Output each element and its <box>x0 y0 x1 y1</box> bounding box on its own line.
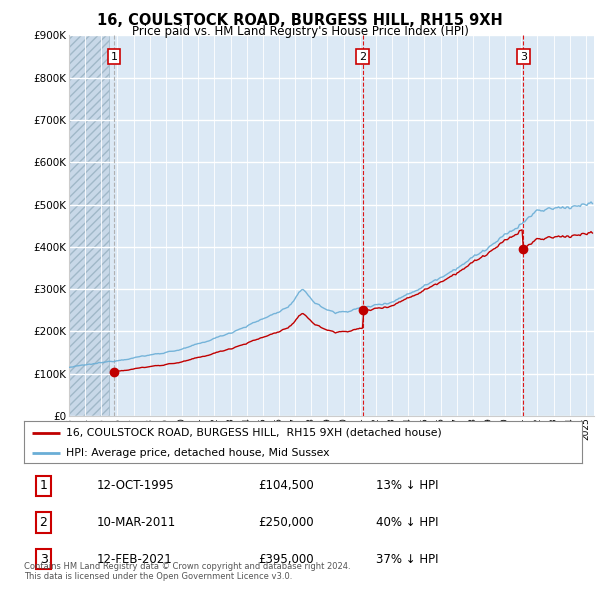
Text: 2: 2 <box>359 51 367 61</box>
Text: £395,000: £395,000 <box>259 552 314 566</box>
Text: 37% ↓ HPI: 37% ↓ HPI <box>376 552 438 566</box>
Text: 1: 1 <box>110 51 118 61</box>
Text: 12-FEB-2021: 12-FEB-2021 <box>97 552 172 566</box>
Text: Contains HM Land Registry data © Crown copyright and database right 2024.
This d: Contains HM Land Registry data © Crown c… <box>24 562 350 581</box>
Text: 16, COULSTOCK ROAD, BURGESS HILL,  RH15 9XH (detached house): 16, COULSTOCK ROAD, BURGESS HILL, RH15 9… <box>66 428 442 438</box>
Text: £250,000: £250,000 <box>259 516 314 529</box>
Text: 16, COULSTOCK ROAD, BURGESS HILL, RH15 9XH: 16, COULSTOCK ROAD, BURGESS HILL, RH15 9… <box>97 13 503 28</box>
Text: 1: 1 <box>40 479 47 493</box>
Text: 12-OCT-1995: 12-OCT-1995 <box>97 479 174 493</box>
Text: 3: 3 <box>520 51 527 61</box>
Text: 10-MAR-2011: 10-MAR-2011 <box>97 516 176 529</box>
Bar <box>69 35 109 416</box>
Text: 13% ↓ HPI: 13% ↓ HPI <box>376 479 438 493</box>
Text: Price paid vs. HM Land Registry's House Price Index (HPI): Price paid vs. HM Land Registry's House … <box>131 25 469 38</box>
Text: 40% ↓ HPI: 40% ↓ HPI <box>376 516 438 529</box>
Text: £104,500: £104,500 <box>259 479 314 493</box>
Text: HPI: Average price, detached house, Mid Sussex: HPI: Average price, detached house, Mid … <box>66 448 329 457</box>
Text: 2: 2 <box>40 516 47 529</box>
Text: 3: 3 <box>40 552 47 566</box>
